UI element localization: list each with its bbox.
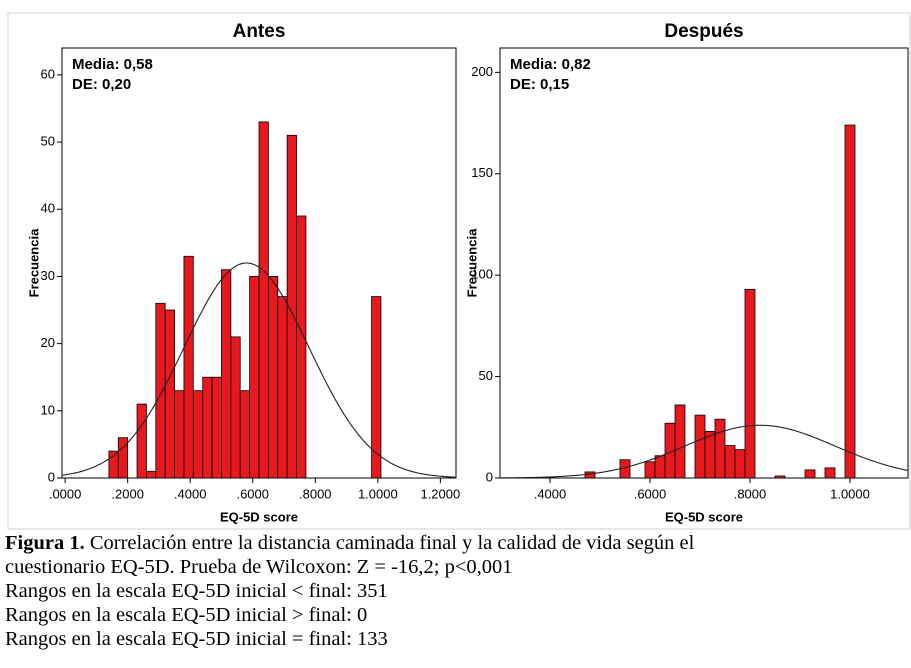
bar [844,124,856,479]
annotation: Media: 0,82 [510,56,591,73]
bar [804,469,816,479]
y-tick-label: 40 [41,201,55,216]
bar [724,445,736,479]
caption-line: Rangos en la escala EQ-5D inicial = fina… [5,628,388,650]
x-tick-label: 1.0000 [358,486,398,501]
caption-text: Correlación entre la distancia caminada … [89,532,695,554]
bar [704,430,716,479]
y-tick-label: 20 [41,335,55,350]
bar [694,414,706,479]
bar [183,255,194,479]
panel: Antes Frecuencia EQ-5D score 0 10 20 30 40 50 60.… [26,21,460,524]
bar [249,276,260,479]
bar [774,475,786,479]
caption-line: Rangos en la escala EQ-5D inicial > fina… [5,604,368,626]
caption-line: Figura 1. Correlación entre la distancia… [5,531,905,555]
bar [654,455,666,479]
panel: Después Frecuencia EQ-5D score 0 50 100 150 200… [464,21,909,524]
annotation: Media: 0,58 [72,56,153,73]
caption-label: Figura 1. [5,532,85,554]
y-tick-label: 0 [486,469,493,484]
x-tick-label: .4000 [534,486,567,501]
x-tick-label: .6000 [634,486,667,501]
bar [824,467,836,479]
caption-line: cuestionario EQ-5D. Prueba de Wilcoxon: … [5,556,513,578]
x-tick-label: .2000 [111,486,144,501]
x-axis-title: EQ-5D score [220,509,298,524]
x-tick-label: 1.0000 [830,486,870,501]
bar [117,437,129,479]
bar [258,121,269,479]
x-axis-title: EQ-5D score [665,509,743,524]
bar [136,403,147,479]
y-axis-title: Frecuencia [26,228,41,297]
bar [192,390,204,479]
y-tick-label: 150 [471,165,493,180]
bar [584,471,596,479]
y-tick-label: 50 [41,134,55,149]
normal-curve [62,262,456,478]
y-tick-label: 60 [41,66,55,81]
bar [267,276,279,479]
normal-curve [500,424,908,478]
bar [296,215,307,479]
y-tick-label: 50 [479,368,493,383]
annotation: DE: 0,20 [72,76,131,93]
plot-frame [499,47,909,479]
bar [202,376,213,479]
y-tick-label: 0 [48,469,55,484]
x-tick-label: .8000 [734,486,767,501]
figure-border [7,12,911,530]
y-tick-label: 100 [471,267,493,282]
bar [146,470,157,479]
caption: Figura 1. Correlación entre la distancia… [5,531,905,651]
bar [734,449,746,479]
bar [155,302,166,479]
bar [674,404,686,479]
bar [230,336,241,479]
x-tick-label: 1.2000 [420,486,460,501]
bar [714,418,726,479]
bar [221,269,232,479]
figure: Antes Frecuencia EQ-5D score 0 10 20 30 40 50 60.… [7,12,911,530]
chart-title: Después [664,21,743,42]
bar [164,309,175,479]
x-tick-label: .4000 [174,486,207,501]
x-tick-label: .6000 [236,486,269,501]
y-tick-label: 30 [41,268,55,283]
x-tick-label: .8000 [299,486,332,501]
caption-line: Rangos en la escala EQ-5D inicial < fina… [5,580,388,602]
annotation: DE: 0,15 [510,76,569,93]
bar [744,288,756,479]
bar [277,296,288,479]
chart-title: Antes [233,21,286,42]
y-tick-label: 10 [41,402,55,417]
x-tick-label: .0000 [49,486,82,501]
bar [371,296,382,479]
bar [644,461,656,479]
bar [239,390,251,479]
y-tick-label: 200 [471,64,493,79]
bar [211,376,222,479]
y-axis-title: Frecuencia [464,228,479,297]
bar [174,390,185,479]
